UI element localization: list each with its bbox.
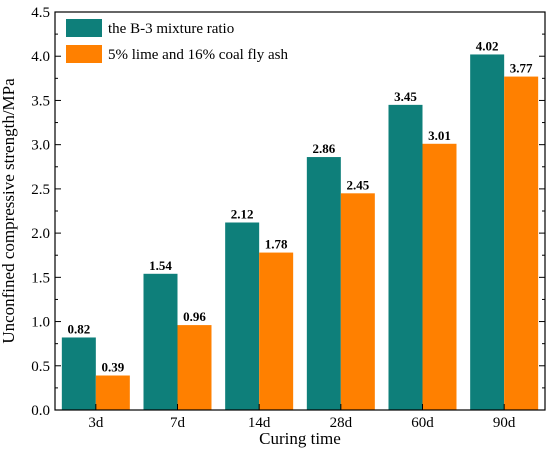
y-tick-label: 4.5 (31, 5, 50, 21)
bar (177, 325, 212, 410)
legend-label-lime-flyash: 5% lime and 16% coal fly ash (108, 47, 288, 63)
legend: the B-3 mixture ratio 5% lime and 16% co… (66, 19, 288, 63)
x-tick-label: 28d (330, 415, 353, 431)
bar (388, 104, 423, 410)
bar (143, 273, 178, 410)
bar (95, 375, 130, 410)
y-axis-ticks: 0.0 0.5 1.0 1.5 2.0 2.5 3.0 3.5 4.0 4.5 (31, 5, 545, 419)
y-tick-label: 3.0 (31, 138, 50, 154)
y-tick-label: 0.0 (31, 403, 50, 419)
bar (61, 337, 96, 410)
bar-value-label: 2.86 (312, 141, 335, 156)
bar-value-label: 2.12 (231, 206, 254, 221)
bar-value-label: 3.45 (394, 89, 417, 104)
y-tick-label: 2.5 (31, 182, 50, 198)
x-tick-label: 60d (411, 415, 434, 431)
bar-value-label: 0.82 (67, 321, 90, 336)
bar-value-label: 3.77 (510, 61, 533, 76)
bar (504, 76, 539, 410)
x-tick-label: 14d (248, 415, 271, 431)
bar-value-label: 0.96 (183, 309, 206, 324)
bar-value-label: 4.02 (476, 38, 499, 53)
bar (225, 222, 260, 410)
bar (340, 193, 375, 410)
y-tick-label: 1.5 (31, 270, 50, 286)
bar-value-label: 2.45 (346, 177, 369, 192)
bars-layer (61, 54, 539, 410)
x-tick-label: 90d (493, 415, 516, 431)
legend-label-b3-mixture: the B-3 mixture ratio (108, 21, 234, 37)
bar-value-label: 0.39 (101, 360, 124, 375)
x-tick-label: 3d (88, 415, 104, 431)
bar (306, 157, 341, 410)
legend-swatch-lime-flyash (66, 45, 102, 63)
bar-value-label: 1.78 (265, 237, 288, 252)
x-tick-label: 7d (170, 415, 186, 431)
y-tick-label: 0.5 (31, 359, 50, 375)
x-axis-title: Curing time (259, 429, 341, 448)
y-axis-title: Unconfined compressive strength/MPa (0, 78, 18, 344)
y-tick-label: 3.5 (31, 93, 50, 109)
x-axis-ticks: 3d 7d 14d 28d 60d 90d (88, 404, 516, 431)
legend-swatch-b3-mixture (66, 19, 102, 37)
y-tick-label: 1.0 (31, 315, 50, 331)
data-labels-layer: 0.82 0.39 1.54 0.96 2.12 1.78 2.86 2.45 3.45 3.01… (67, 38, 533, 374)
bar-value-label: 3.01 (428, 128, 451, 143)
bar (259, 252, 294, 410)
y-tick-label: 4.0 (31, 49, 50, 65)
bar (422, 143, 457, 410)
bar (470, 54, 505, 410)
y-tick-label: 2.0 (31, 226, 50, 242)
bar-value-label: 1.54 (149, 258, 172, 273)
